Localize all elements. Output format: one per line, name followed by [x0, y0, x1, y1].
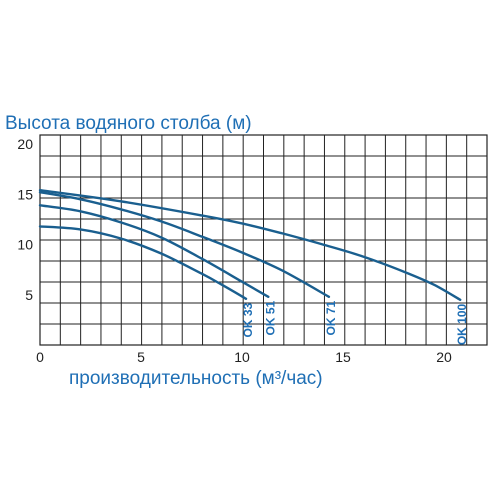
series-label-ok-100: OK 100 [455, 303, 469, 345]
x-tick-label: 10 [234, 349, 250, 365]
series-label-ok-71: OK 71 [324, 300, 338, 335]
x-tick-label: 15 [335, 349, 351, 365]
series-line-ok-33 [38, 225, 248, 300]
x-tick-label: 5 [137, 349, 145, 365]
series-label-ok-51: OK 51 [263, 300, 277, 335]
axis-ticks: 0 5 10 15 20 5 10 15 20 [17, 136, 452, 365]
y-tick-label: 15 [17, 186, 33, 202]
y-tick-label: 5 [25, 287, 33, 303]
x-tick-label: 0 [36, 349, 44, 365]
series-label-ok-33: OK 33 [241, 302, 255, 337]
y-tick-label: 20 [17, 136, 33, 152]
y-axis-title: Высота водяного столба (м) [5, 113, 252, 134]
series-lines: OK 33 OK 51 OK 71 OK 100 [38, 189, 469, 345]
series-line-ok-51 [38, 204, 270, 298]
x-axis-title: производительность (м³/час) [69, 368, 323, 389]
series-line-ok-100 [38, 189, 462, 301]
y-tick-label: 10 [17, 237, 33, 253]
x-tick-label: 20 [436, 349, 452, 365]
series-line-ok-71 [38, 191, 331, 298]
plot-frame [39, 134, 488, 346]
